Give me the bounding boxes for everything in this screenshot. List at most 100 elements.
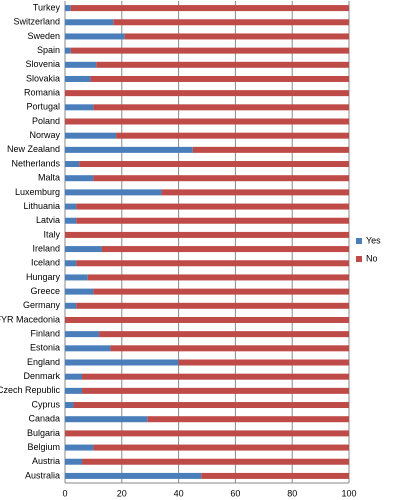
legend-swatch [356, 238, 362, 244]
bar-segment [65, 75, 91, 82]
bar-segment [93, 175, 350, 182]
bar-segment [93, 288, 350, 295]
bar-segment [82, 458, 349, 465]
bar-segment [65, 302, 77, 309]
y-tick-label: Turkey [33, 2, 61, 12]
bar-segment [65, 416, 148, 423]
bar-segment [101, 246, 349, 253]
bar-segment [161, 189, 349, 196]
y-tick-label: Lithuania [23, 201, 60, 211]
x-tick-label: 40 [174, 488, 184, 498]
bar-segment [65, 331, 100, 338]
bar-segment [76, 203, 350, 210]
bar-segment [82, 387, 349, 394]
legend-label: Yes [366, 235, 381, 245]
bar-segment [65, 132, 117, 139]
bar-segment [65, 231, 349, 238]
y-tick-label: Italy [43, 229, 60, 239]
y-tick-label: Switzerland [13, 17, 60, 27]
y-tick-label: Poland [32, 116, 60, 126]
bar-segment [201, 472, 349, 479]
bar-segment [65, 146, 193, 153]
bar-segment [113, 19, 349, 26]
y-tick-label: Australia [25, 470, 60, 480]
bar-segment [87, 274, 349, 281]
y-tick-label: Malta [38, 173, 60, 183]
y-tick-label: Austria [32, 456, 60, 466]
bar-segment [65, 387, 83, 394]
bar-segment [65, 189, 162, 196]
bar-segment [70, 47, 350, 54]
bar-segment [65, 47, 71, 54]
bar-segment [147, 416, 349, 423]
y-tick-label: Sweden [27, 31, 60, 41]
bar-segment [65, 19, 114, 26]
bar-segment [110, 345, 349, 352]
x-tick-label: 80 [287, 488, 297, 498]
y-tick-label: Portugal [26, 102, 60, 112]
bar-segment [65, 246, 102, 253]
bar-segment [65, 430, 349, 437]
bar-segment [124, 33, 349, 40]
legend-swatch [356, 256, 362, 262]
bar-segment [65, 203, 77, 210]
bar-segment [65, 444, 94, 451]
bar-segment [65, 274, 88, 281]
y-tick-label: Netherlands [11, 158, 60, 168]
bar-segment [178, 359, 349, 366]
x-tick-label: 0 [62, 488, 67, 498]
bar-segment [73, 402, 350, 409]
y-tick-label: Belgium [27, 442, 60, 452]
y-tick-label: Czech Republic [0, 385, 60, 395]
bar-segment [65, 61, 97, 68]
bar-segment [65, 161, 80, 168]
bar-segment [65, 217, 77, 224]
legend-label: No [366, 253, 378, 263]
bar-segment [76, 260, 350, 267]
y-tick-label: Estonia [30, 343, 60, 353]
x-tick-label: 20 [117, 488, 127, 498]
bar-segment [76, 217, 350, 224]
bar-segment [65, 260, 77, 267]
bar-segment [90, 75, 349, 82]
bar-segment [79, 161, 349, 168]
bar-segment [65, 472, 202, 479]
y-tick-label: Denmark [23, 371, 60, 381]
bar-segment [65, 175, 94, 182]
y-tick-label: Norway [29, 130, 60, 140]
bar-segment [65, 5, 71, 12]
y-tick-label: Ireland [32, 243, 60, 253]
y-tick-label: Romania [24, 88, 60, 98]
y-tick-label: Spain [37, 45, 60, 55]
x-tick-label: 60 [230, 488, 240, 498]
bar-segment [65, 288, 94, 295]
y-tick-label: Luxemburg [15, 187, 60, 197]
y-tick-label: Iceland [31, 258, 60, 268]
y-tick-label: Greece [30, 286, 60, 296]
bar-segment [99, 331, 349, 338]
y-tick-label: Germany [23, 300, 61, 310]
y-tick-label: Bulgaria [27, 428, 60, 438]
bar-segment [82, 373, 349, 380]
y-tick-label: FYR Macedonia [0, 314, 60, 324]
bar-segment [65, 90, 349, 97]
y-tick-label: Slovenia [25, 59, 60, 69]
bar-segment [76, 302, 350, 309]
bar-segment [65, 458, 83, 465]
bar-segment [65, 104, 94, 111]
bar-segment [93, 104, 350, 111]
bar-segment [65, 118, 349, 125]
bar-segment [65, 402, 74, 409]
bar-segment [192, 146, 349, 153]
y-tick-label: Latvia [36, 215, 60, 225]
bar-segment [93, 444, 350, 451]
y-tick-label: England [27, 357, 60, 367]
bar-segment [65, 373, 83, 380]
bar-segment [96, 61, 350, 68]
bar-segment [65, 316, 349, 323]
bar-segment [65, 345, 111, 352]
y-tick-label: Hungary [26, 272, 61, 282]
bar-segment [65, 359, 179, 366]
y-tick-label: Cyprus [31, 399, 60, 409]
